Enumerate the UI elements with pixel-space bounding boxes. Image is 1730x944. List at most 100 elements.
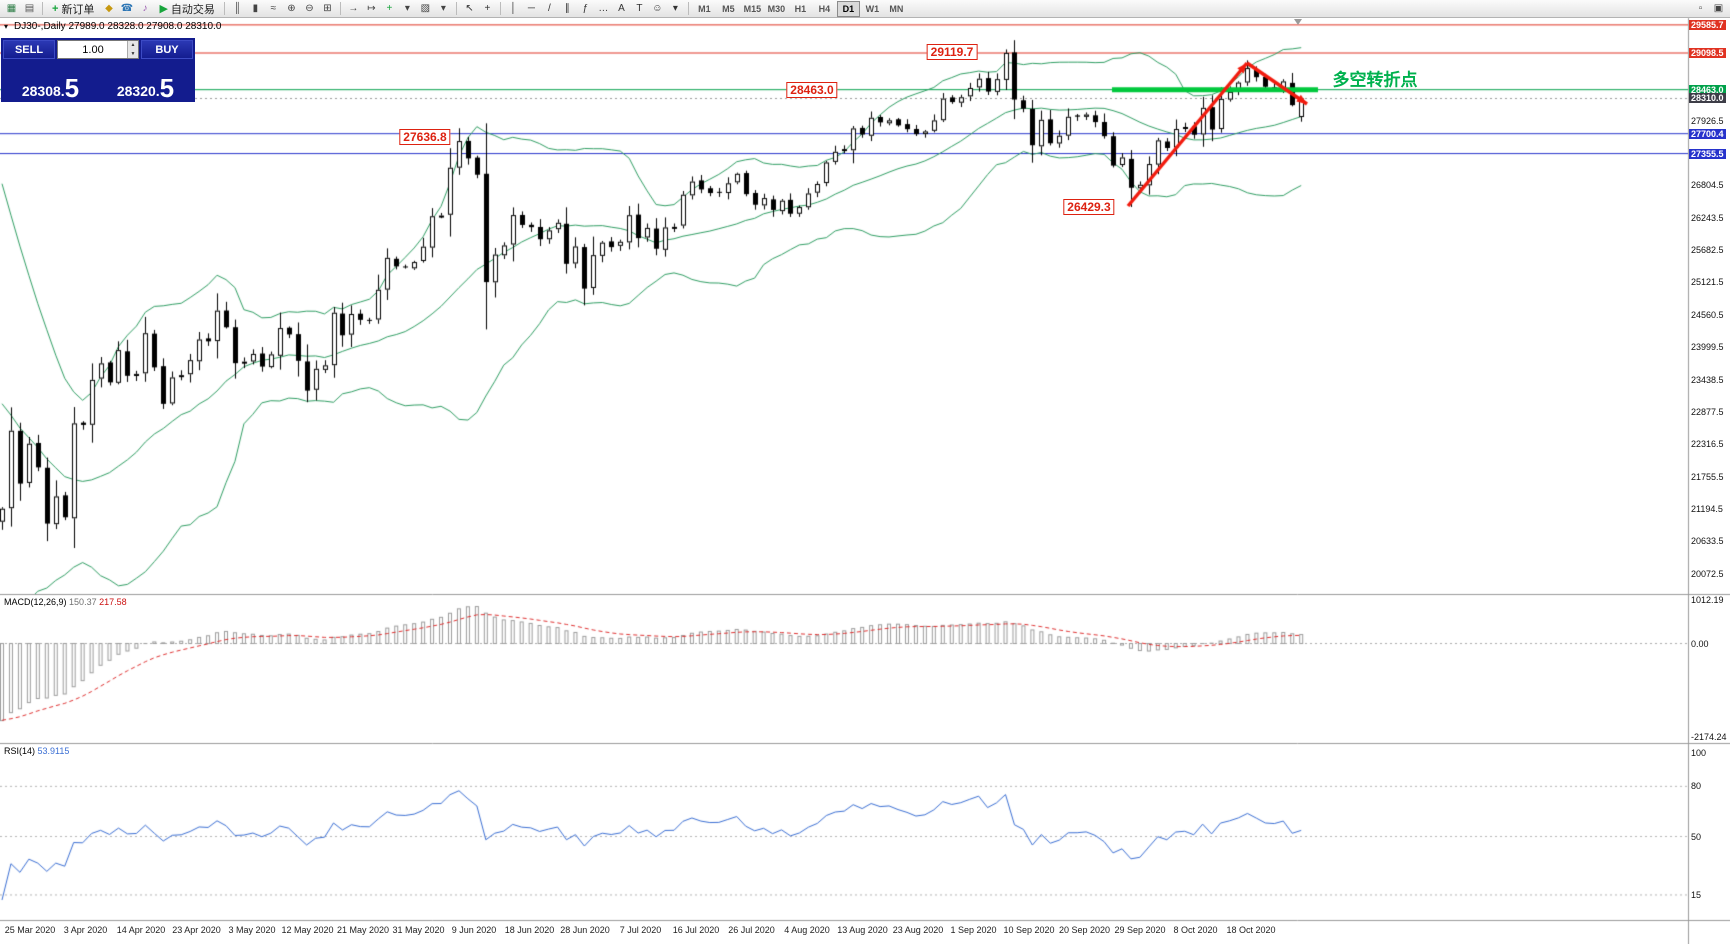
price-scale-label: 23438.5 [1691,374,1724,385]
buy-price[interactable]: 28320. 5 [98,61,193,103]
timeframe-mn[interactable]: MN [889,3,904,14]
price-scale-label: 20633.5 [1691,536,1724,547]
price-scale-label: 26804.5 [1691,180,1724,191]
one-click-collapse-arrow[interactable]: ▾ [4,22,9,31]
rsi-value: 53.9115 [37,746,70,756]
sell-price-main: 28308. [21,82,65,99]
sell-button[interactable]: SELL [3,40,55,59]
zoom-in-icon[interactable]: ⊕ [287,3,296,14]
auto-scroll-icon[interactable]: → [348,3,359,14]
turning-point-note: 多空转折点 [1332,70,1418,90]
price-annotation: 29119.7 [926,43,978,60]
date-label: 20 Sep 2020 [1058,925,1111,935]
new-order-icon: + [52,2,59,15]
date-label: 10 Sep 2020 [1003,925,1055,935]
date-label: 18 Oct 2020 [1226,925,1276,935]
date-label: 12 May 2020 [281,925,334,935]
new-chart-icon[interactable]: ▦ [6,3,17,14]
one-click-trading-panel: SELL 1.00 ▲ ▼ BUY 28308. 5 28320. 5 [1,38,195,102]
timeframe-m15[interactable]: M15 [743,3,762,14]
toolbar-separator [687,2,689,15]
price-scale-label: 22316.5 [1691,439,1724,450]
vertical-line-icon[interactable]: │ [510,3,517,14]
macd-signal-value: 217.58 [99,597,127,607]
fibonacci-icon[interactable]: ƒ [582,3,589,14]
timeframe-h4[interactable]: H4 [818,3,831,14]
shapes-icon[interactable]: … [598,3,609,14]
date-label: 4 Aug 2020 [784,925,830,935]
price-scale-label: 22877.5 [1691,406,1724,417]
indicators-dropdown-icon[interactable]: ▾ [404,3,410,14]
toolbar-separator [499,2,501,15]
templates-icon[interactable]: ▧ [420,3,431,14]
chart-shift-icon[interactable]: ↦ [367,3,376,14]
sell-price[interactable]: 28308. 5 [3,61,98,101]
timeframe-m5[interactable]: M5 [722,3,735,14]
price-badge-green: 28463.0 [1689,84,1726,95]
date-label: 9 Jun 2020 [451,925,497,935]
profiles-icon[interactable]: ▤ [24,3,35,14]
date-label: 13 Aug 2020 [837,925,888,935]
toolbar-separator [42,2,43,15]
date-label: 25 Mar 2020 [4,925,56,935]
text-icon[interactable]: A [618,3,625,14]
horizontal-line-icon[interactable]: ─ [527,3,535,14]
text-label-icon[interactable]: T [636,3,643,14]
timeframe-w1[interactable]: W1 [865,3,880,14]
date-label: 14 Apr 2020 [116,925,166,935]
volume-down-button[interactable]: ▼ [127,49,138,58]
arrows-icon[interactable]: ☺ [652,3,663,14]
rsi-scale-label: 15 [1691,889,1702,900]
fullscreen-icon[interactable]: ▣ [1713,3,1724,14]
price-scale-label: 27926.5 [1691,115,1724,126]
trendline-icon[interactable]: / [548,3,551,14]
buy-price-big: 5 [159,72,175,103]
date-label: 26 Jul 2020 [728,925,775,935]
arrows-dropdown-icon[interactable]: ▾ [672,3,678,14]
autotrading-button[interactable]: ▶ 自动交易 [154,1,219,16]
timeframe-d1[interactable]: D1 [836,0,860,17]
docking-icon[interactable]: ▫ [1698,3,1703,14]
rsi-scale-label: 100 [1691,748,1707,758]
timeframe-m1[interactable]: M1 [698,3,711,14]
timeframe-m30[interactable]: M30 [767,3,786,14]
volume-input[interactable]: 1.00 ▲ ▼ [57,40,139,59]
date-label: 7 Jul 2020 [619,925,662,935]
price-badge-red: 29585.7 [1689,19,1726,30]
macd-name: MACD(12,26,9) [4,597,67,607]
volume-value[interactable]: 1.00 [82,43,104,56]
price-scale-label: 25121.5 [1691,277,1724,288]
tile-windows-icon[interactable]: ⊞ [323,3,332,14]
rsi-scale-label: 80 [1691,781,1702,792]
timeframe-h1[interactable]: H1 [794,3,807,14]
cursor-icon[interactable]: ↖ [465,3,474,14]
toolbar-separator [223,2,225,15]
channel-icon[interactable]: ∥ [564,3,570,14]
date-label: 29 Sep 2020 [1114,925,1166,935]
rsi-indicator-label: RSI(14) 53.9115 [4,746,69,756]
price-annotation: 28463.0 [786,81,838,98]
bars-icon[interactable]: ║ [233,3,241,14]
price-scale-label: 26243.5 [1691,212,1724,223]
candles-icon[interactable]: ▮ [252,3,259,14]
templates-dropdown-icon[interactable]: ▾ [440,3,446,14]
buy-button[interactable]: BUY [141,40,193,59]
line-chart-icon[interactable]: ≈ [270,3,277,14]
macd-value: 150.37 [69,597,97,607]
crosshair-icon[interactable]: + [484,3,491,14]
support-icon[interactable]: ☎ [120,3,134,14]
new-order-button-label: 新订单 [61,3,95,16]
rsi-name: RSI(14) [4,746,36,756]
date-label: 28 Jun 2020 [560,925,610,935]
autotrading-button-label: 自动交易 [170,3,215,16]
date-label: 3 May 2020 [228,925,276,935]
new-order-button[interactable]: + 新订单 [47,1,99,16]
zoom-out-icon[interactable]: ⊖ [305,3,314,14]
macd-scale-label: 1012.19 [1691,595,1724,605]
volume-up-button[interactable]: ▲ [127,41,138,50]
indicators-icon[interactable]: + [386,3,393,14]
price-annotation: 27636.8 [399,129,451,146]
alerts-icon[interactable]: ♪ [142,3,148,14]
metaeditor-icon[interactable]: ◆ [105,3,113,14]
